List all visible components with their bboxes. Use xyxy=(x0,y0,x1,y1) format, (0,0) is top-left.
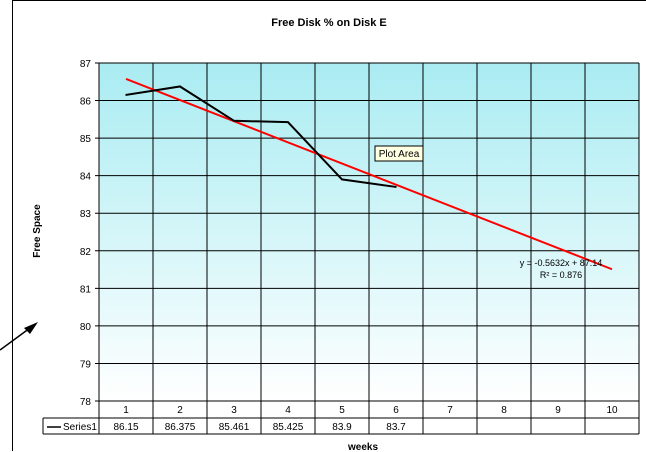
data-point xyxy=(287,121,289,123)
data-point xyxy=(233,119,235,122)
table-cell-value: 83.7 xyxy=(386,422,406,433)
y-tick-label: 82 xyxy=(80,247,92,258)
y-tick-label: 79 xyxy=(80,359,92,370)
x-tick-label: 8 xyxy=(501,405,507,416)
x-tick-label: 5 xyxy=(339,405,345,416)
data-point xyxy=(125,94,127,96)
series-line xyxy=(125,85,397,188)
x-tick-label: 4 xyxy=(285,405,291,416)
x-axis-label: weeks xyxy=(347,442,378,452)
x-tick-label: 10 xyxy=(606,405,618,416)
trendline-r-squared: R² = 0.876 xyxy=(540,270,582,280)
chart-svg: Free Disk % on Disk E Free Space weeks 7… xyxy=(32,17,640,452)
x-tick-label: 6 xyxy=(393,405,399,416)
data-point xyxy=(179,85,181,88)
y-tick-label: 83 xyxy=(80,209,92,220)
table-cell-value: 86.375 xyxy=(165,422,196,433)
y-tick-label: 84 xyxy=(80,172,92,183)
chart-frame: Free Disk % on Disk E Free Space weeks 7… xyxy=(12,0,646,452)
trendline-equation: y = -0.5632x + 87.14 xyxy=(520,258,603,268)
y-tick-label: 81 xyxy=(80,284,92,295)
x-tick-label: 7 xyxy=(447,405,453,416)
tooltip-text: Plot Area xyxy=(379,149,420,160)
chart-title: Free Disk % on Disk E xyxy=(271,17,387,29)
x-tick-label: 3 xyxy=(231,405,237,416)
y-tick-label: 78 xyxy=(80,397,92,408)
tooltip-box xyxy=(374,145,424,162)
table-cell-value: 85.461 xyxy=(219,422,250,433)
table-cell-value: 86.15 xyxy=(113,422,138,433)
y-tick-label: 80 xyxy=(80,322,92,333)
x-tick-label: 2 xyxy=(177,405,183,416)
table-cell-value: 85.425 xyxy=(273,422,304,433)
y-tick-label: 87 xyxy=(80,59,92,70)
x-tick-label: 1 xyxy=(123,405,129,416)
table-cell-value: 83.9 xyxy=(332,422,352,433)
y-tick-label: 85 xyxy=(80,134,92,145)
y-tick-label: 86 xyxy=(80,97,92,108)
y-axis-label: Free Space xyxy=(32,204,43,258)
x-tick-label: 9 xyxy=(555,405,561,416)
trendline xyxy=(125,77,613,271)
legend-series-name: Series1 xyxy=(63,422,97,433)
data-point xyxy=(341,178,343,181)
data-point xyxy=(395,186,397,188)
